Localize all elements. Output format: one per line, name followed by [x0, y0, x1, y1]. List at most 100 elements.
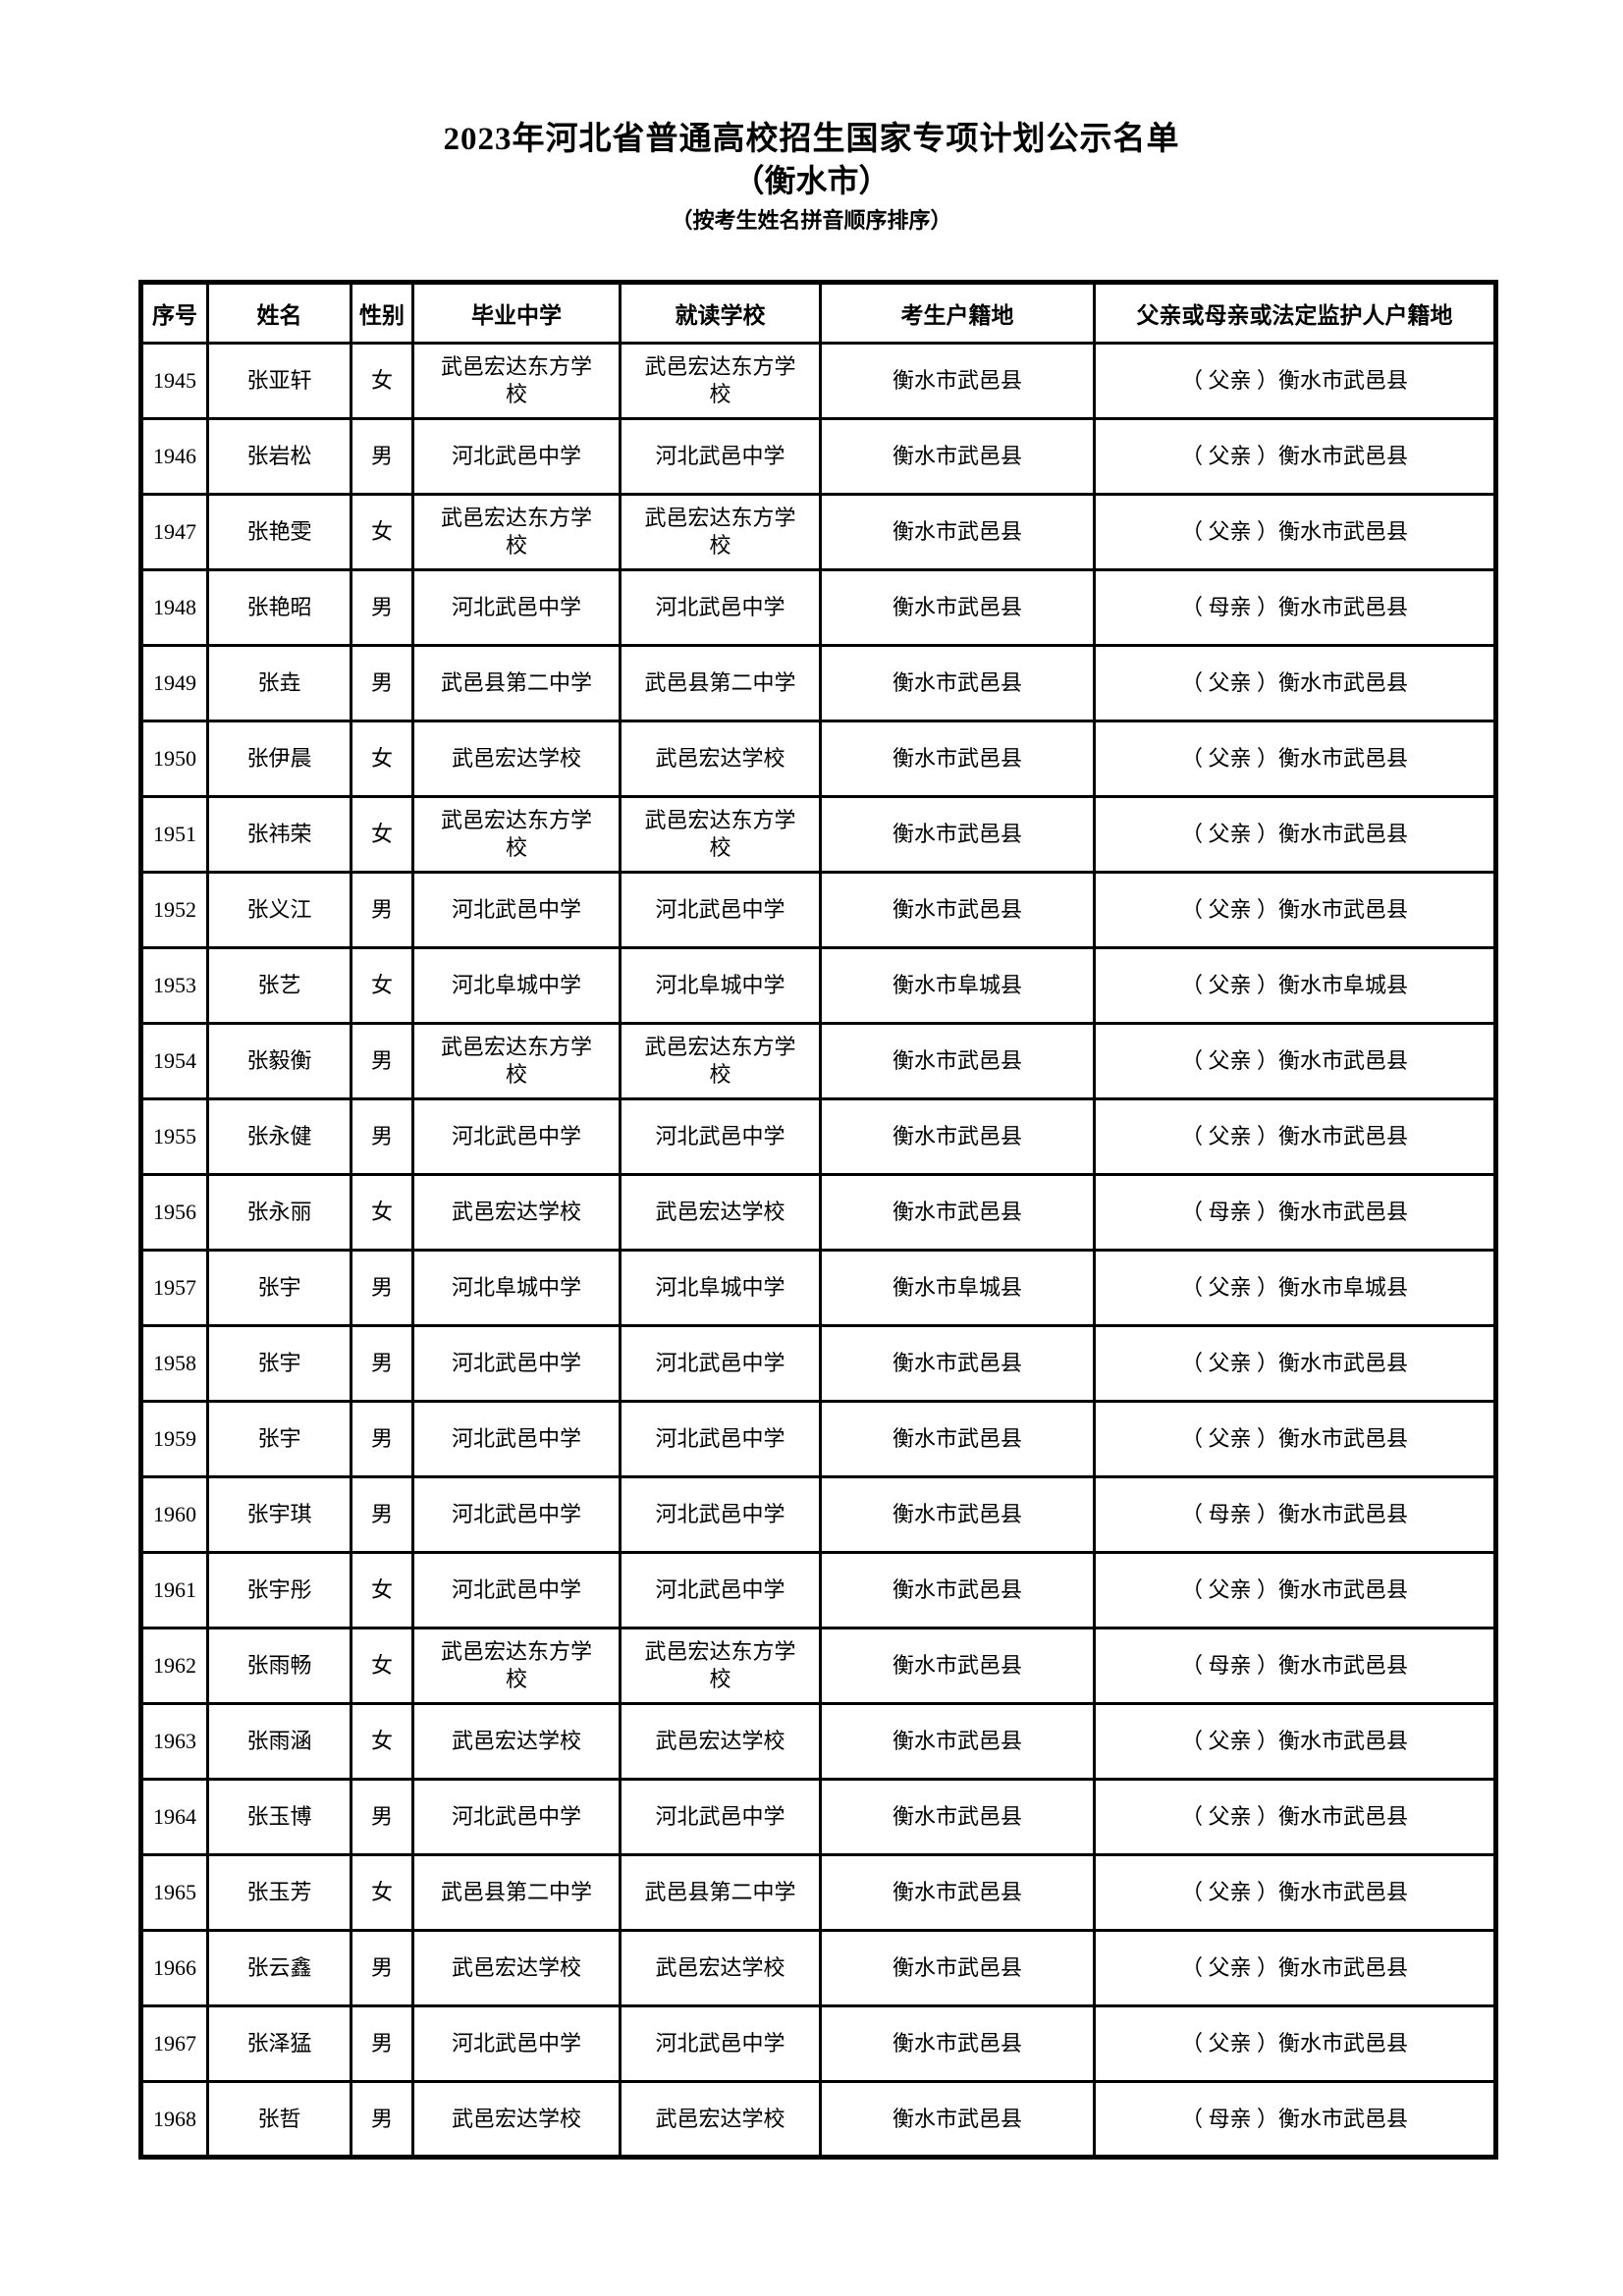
attending-school-cell: 武邑宏达东方学校 — [619, 493, 822, 571]
attending-school-text: 武邑宏达东方学校 — [644, 808, 796, 860]
gender-cell: 女 — [350, 1853, 414, 1932]
gender-cell: 女 — [350, 946, 414, 1025]
gender-cell: 男 — [350, 1778, 414, 1856]
attending-school-text: 武邑宏达学校 — [655, 1729, 785, 1753]
name-cell: 张宇彤 — [206, 1551, 352, 1629]
gender-text: 男 — [370, 1275, 393, 1300]
name-text: 张毅衡 — [246, 1048, 312, 1073]
hukou-cell: 衡水市武邑县 — [819, 644, 1096, 722]
graduation-school-text: 武邑县第二中学 — [440, 1880, 592, 1904]
graduation-school-cell: 河北武邑中学 — [411, 1097, 622, 1176]
graduation-school-cell: 河北阜城中学 — [411, 1249, 622, 1327]
attending-school-cell: 武邑宏达东方学校 — [619, 1022, 822, 1100]
attending-school-text: 河北阜城中学 — [655, 973, 785, 997]
graduation-school-cell: 武邑宏达学校 — [411, 2080, 622, 2159]
graduation-school-cell: 河北武邑中学 — [411, 568, 622, 647]
column-header-name: 姓名 — [206, 281, 352, 345]
gender-text: 女 — [370, 1200, 393, 1224]
gender-text: 女 — [370, 746, 393, 771]
name-text: 张岩松 — [246, 444, 312, 468]
name-cell: 张艳雯 — [206, 493, 352, 571]
hukou-text: 衡水市武邑县 — [892, 897, 1022, 922]
seq-text: 1955 — [153, 1124, 196, 1148]
name-cell: 张义江 — [206, 871, 352, 949]
gender-cell: 男 — [350, 568, 414, 647]
table-row: 1951 张祎荣 女 武邑宏达东方学校 武邑宏达东方学校 衡水市武邑县 （ 父亲 ）衡水市武… — [139, 795, 1497, 874]
hukou-text: 衡水市武邑县 — [892, 1880, 1022, 1904]
guardian-hukou-text: （ 父亲 ）衡水市武邑县 — [1180, 746, 1408, 771]
seq-cell: 1953 — [139, 946, 209, 1025]
gender-text: 男 — [370, 897, 393, 922]
attending-school-cell: 河北武邑中学 — [619, 1400, 822, 1478]
table-row: 1954 张毅衡 男 武邑宏达东方学校 武邑宏达东方学校 衡水市武邑县 （ 父亲 ）衡水市武… — [139, 1022, 1497, 1100]
column-header-graduation-school: 毕业中学 — [411, 281, 622, 345]
gender-text: 男 — [370, 2031, 393, 2056]
attending-school-text: 河北武邑中学 — [655, 2031, 785, 2056]
graduation-school-cell: 河北武邑中学 — [411, 417, 622, 496]
gender-text: 女 — [370, 519, 393, 544]
hukou-cell: 衡水市武邑县 — [819, 2004, 1096, 2083]
hukou-cell: 衡水市武邑县 — [819, 1400, 1096, 1478]
name-text: 张雨涵 — [246, 1729, 312, 1753]
seq-cell: 1966 — [139, 1929, 209, 2007]
hukou-cell: 衡水市武邑县 — [819, 720, 1096, 798]
seq-text: 1963 — [153, 1729, 196, 1753]
attending-school-text: 武邑县第二中学 — [644, 1880, 796, 1904]
gender-text: 男 — [370, 1426, 393, 1451]
graduation-school-cell: 武邑宏达东方学校 — [411, 795, 622, 874]
graduation-school-text: 河北阜城中学 — [451, 1275, 581, 1300]
gender-text: 女 — [370, 368, 393, 393]
graduation-school-text: 河北武邑中学 — [451, 595, 581, 619]
hukou-text: 衡水市武邑县 — [892, 746, 1022, 771]
gender-cell: 女 — [350, 720, 414, 798]
hukou-cell: 衡水市武邑县 — [819, 417, 1096, 496]
seq-cell: 1959 — [139, 1400, 209, 1478]
page-subtitle: （衡水市） — [732, 163, 891, 198]
attending-school-text: 河北武邑中学 — [655, 1804, 785, 1829]
seq-cell: 1954 — [139, 1022, 209, 1100]
name-text: 张宇 — [257, 1275, 301, 1300]
hukou-text: 衡水市武邑县 — [892, 595, 1022, 619]
name-text: 张祎荣 — [246, 822, 312, 846]
seq-text: 1964 — [153, 1804, 196, 1829]
hukou-text: 衡水市武邑县 — [892, 1502, 1022, 1526]
hukou-cell: 衡水市武邑县 — [819, 1551, 1096, 1629]
attending-school-cell: 武邑宏达学校 — [619, 2080, 822, 2159]
graduation-school-cell: 武邑宏达东方学校 — [411, 1627, 622, 1705]
gender-text: 女 — [370, 822, 393, 846]
table-row: 1956 张永丽 女 武邑宏达学校 武邑宏达学校 衡水市武邑县 （ 母亲 ）衡水市武邑县 — [139, 1173, 1497, 1252]
column-header-seq: 序号 — [139, 281, 209, 345]
graduation-school-text: 武邑宏达学校 — [451, 746, 581, 771]
name-text: 张伊晨 — [246, 746, 312, 771]
guardian-hukou-cell: （ 母亲 ）衡水市武邑县 — [1093, 1627, 1497, 1705]
hukou-text: 衡水市武邑县 — [892, 1200, 1022, 1224]
gender-cell: 女 — [350, 493, 414, 571]
gender-text: 男 — [370, 444, 393, 468]
gender-cell: 男 — [350, 417, 414, 496]
seq-text: 1957 — [153, 1275, 196, 1300]
gender-cell: 男 — [350, 1929, 414, 2007]
guardian-hukou-cell: （ 父亲 ）衡水市武邑县 — [1093, 417, 1497, 496]
gender-text: 女 — [370, 1729, 393, 1753]
attending-school-text: 河北武邑中学 — [655, 897, 785, 922]
graduation-school-text: 武邑宏达学校 — [451, 1200, 581, 1224]
name-text: 张宇 — [257, 1351, 301, 1375]
hukou-cell: 衡水市阜城县 — [819, 946, 1096, 1025]
gender-text: 男 — [370, 1351, 393, 1375]
hukou-text: 衡水市武邑县 — [892, 1804, 1022, 1829]
guardian-hukou-cell: （ 父亲 ）衡水市武邑县 — [1093, 871, 1497, 949]
guardian-hukou-cell: （ 母亲 ）衡水市武邑县 — [1093, 2080, 1497, 2159]
table-row: 1958 张宇 男 河北武邑中学 河北武邑中学 衡水市武邑县 （ 父亲 ）衡水市武邑县 — [139, 1324, 1497, 1403]
name-text: 张哲 — [257, 2106, 301, 2131]
name-text: 张永丽 — [246, 1200, 312, 1224]
guardian-hukou-cell: （ 父亲 ）衡水市武邑县 — [1093, 1702, 1497, 1781]
guardian-hukou-cell: （ 父亲 ）衡水市阜城县 — [1093, 946, 1497, 1025]
gender-text: 男 — [370, 1955, 393, 1980]
seq-cell: 1962 — [139, 1627, 209, 1705]
table-row: 1963 张雨涵 女 武邑宏达学校 武邑宏达学校 衡水市武邑县 （ 父亲 ）衡水市武邑县 — [139, 1702, 1497, 1781]
name-text: 张艺 — [257, 973, 301, 997]
seq-cell: 1952 — [139, 871, 209, 949]
guardian-hukou-text: （ 母亲 ）衡水市武邑县 — [1180, 1653, 1408, 1678]
sort-note: （按考生姓名拼音顺序排序） — [671, 208, 952, 233]
gender-cell: 男 — [350, 1475, 414, 1554]
